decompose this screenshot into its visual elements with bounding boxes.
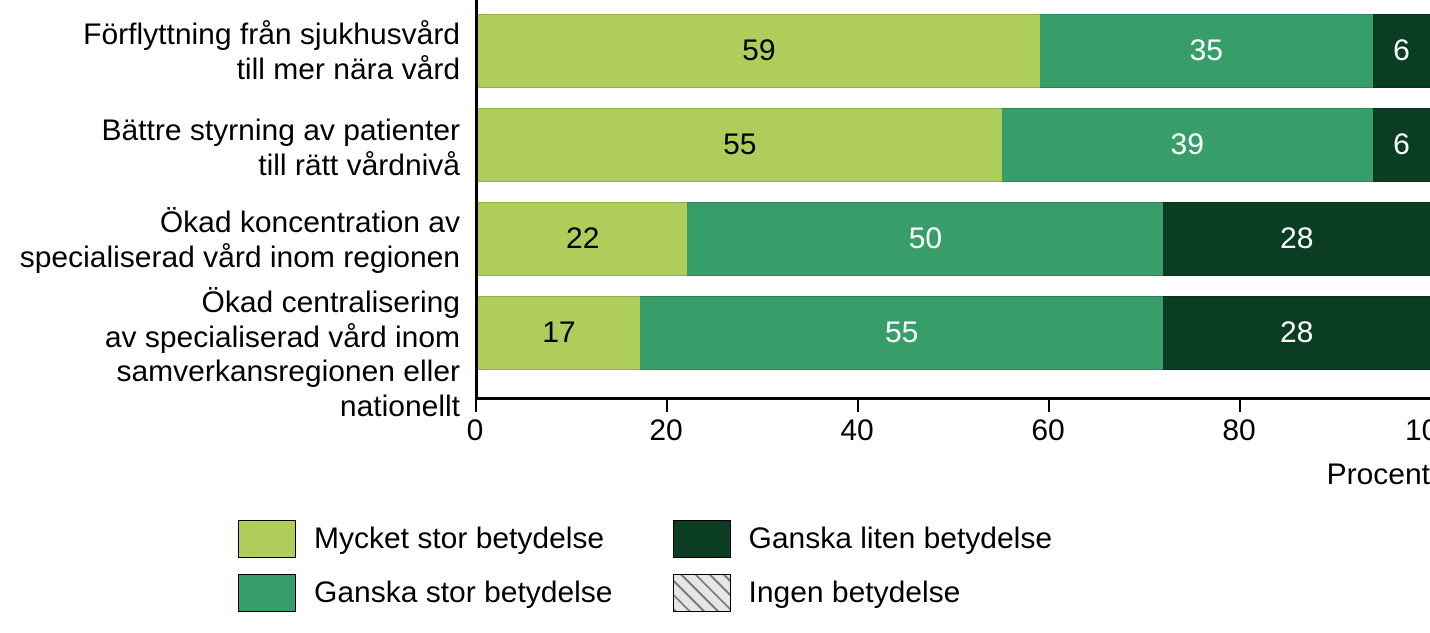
tick-label: 40	[840, 414, 873, 448]
tick-mark	[857, 400, 859, 412]
x-axis-ticks: 0 20 40 60 80 100	[475, 400, 1430, 460]
legend-swatch	[673, 520, 731, 558]
legend-label: Ganska liten betydelse	[749, 522, 1053, 556]
x-axis-title: Procent	[1327, 458, 1430, 492]
legend-swatch	[238, 574, 296, 612]
bar-segment: 17	[478, 296, 640, 370]
bar-segment: 59	[478, 14, 1040, 88]
legend: Mycket stor betydelse Ganska stor betyde…	[238, 520, 1052, 612]
bar-row: 55 39 6	[478, 108, 1430, 182]
legend-label: Ganska stor betydelse	[314, 576, 613, 610]
legend-label: Mycket stor betydelse	[314, 522, 604, 556]
tick-label: 80	[1222, 414, 1255, 448]
bar-segment: 55	[640, 296, 1164, 370]
tick-mark	[1048, 400, 1050, 412]
plot-area: 59 35 6 55 39 6 22 50 28 17 55 28	[475, 0, 1430, 400]
bar-row: 59 35 6	[478, 14, 1430, 88]
legend-label: Ingen betydelse	[749, 576, 961, 610]
legend-item: Mycket stor betydelse	[238, 520, 613, 558]
tick-mark	[475, 400, 477, 412]
bar-row: 22 50 28	[478, 202, 1430, 276]
bar-segment: 35	[1040, 14, 1373, 88]
legend-item: Ganska stor betydelse	[238, 574, 613, 612]
bar-segment: 28	[1163, 202, 1430, 276]
bar-segment: 28	[1163, 296, 1430, 370]
legend-column: Mycket stor betydelse Ganska stor betyde…	[238, 520, 613, 612]
bar-segment: 22	[478, 202, 687, 276]
bar-segment: 39	[1002, 108, 1373, 182]
bar-segment: 50	[687, 202, 1163, 276]
tick-mark	[1239, 400, 1241, 412]
bar-segment: 6	[1373, 14, 1430, 88]
legend-swatch	[238, 520, 296, 558]
legend-swatch	[673, 574, 731, 612]
row-label: Ökad centraliseringav specialiserad vård…	[0, 286, 460, 424]
bar-segment: 6	[1373, 108, 1430, 182]
row-label: Bättre styrning av patientertill rätt vå…	[0, 114, 460, 183]
tick-label: 0	[467, 414, 484, 448]
tick-label: 20	[649, 414, 682, 448]
tick-mark	[666, 400, 668, 412]
legend-column: Ganska liten betydelse Ingen betydelse	[673, 520, 1053, 612]
legend-item: Ganska liten betydelse	[673, 520, 1053, 558]
row-label: Ökad koncentration avspecialiserad vård …	[0, 206, 460, 275]
bar-segment: 55	[478, 108, 1002, 182]
tick-label: 60	[1031, 414, 1064, 448]
legend-item: Ingen betydelse	[673, 574, 1053, 612]
bar-row: 17 55 28	[478, 296, 1430, 370]
tick-label: 100	[1405, 414, 1430, 448]
stacked-bar-chart: Förflyttning från sjukhusvårdtill mer nä…	[0, 0, 1430, 633]
row-label: Förflyttning från sjukhusvårdtill mer nä…	[0, 18, 460, 87]
